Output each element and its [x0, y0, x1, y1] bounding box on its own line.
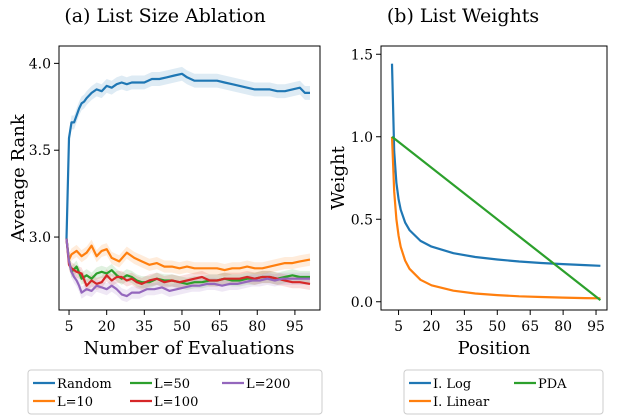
chart-b-x-tick-label: 50	[488, 319, 506, 335]
chart-b-x-tick-label: 20	[423, 319, 441, 335]
chart-a: (a) List Size Ablation 5 20 35 50 65 80 95 3.0…	[8, 5, 323, 415]
chart-b-y-tick-label: 0.0	[351, 295, 373, 311]
chart-b-legend-box	[403, 369, 604, 415]
chart-a-legend: Random L=10 L=50 L=100 L=200	[27, 369, 323, 415]
chart-b-ylabel: Weight	[328, 145, 349, 210]
chart-b-x-tick-label: 95	[587, 319, 605, 335]
chart-a-legend-label: L=10	[57, 395, 93, 410]
chart-a-x-tick-label: 35	[135, 319, 153, 335]
chart-a-line-l-10	[65, 238, 311, 272]
chart-a-ylabel: Average Rank	[8, 113, 29, 243]
chart-b-xlabel: Position	[458, 338, 531, 359]
chart-b-y-tick-label: 1.0	[351, 130, 373, 146]
chart-b-legend-item-pda: PDA	[514, 377, 567, 392]
chart-b-legend-item-i-log: I. Log	[409, 377, 471, 392]
chart-b-legend-label: I. Linear	[433, 395, 490, 410]
chart-a-x-tick-label: 50	[173, 319, 191, 335]
chart-a-lines	[65, 72, 311, 298]
chart-b-x-tick-label: 5	[394, 319, 403, 335]
chart-b-title: (b) List Weights	[387, 5, 539, 27]
chart-a-legend-item-l-200: L=200	[222, 377, 290, 392]
chart-a-y-tick-label: 4.0	[29, 56, 51, 72]
chart-b-legend-label: I. Log	[433, 377, 471, 392]
chart-a-x-tick-label: 80	[248, 319, 266, 335]
chart-b-lines	[390, 63, 602, 301]
chart-a-legend-label: L=100	[154, 395, 198, 410]
chart-a-legend-label: Random	[57, 377, 112, 392]
chart-b-y-tick-label: 0.5	[351, 212, 373, 228]
chart-b-line-pda	[391, 135, 602, 301]
chart-a-legend-box	[27, 369, 323, 415]
chart-b-y-tick-label: 1.5	[351, 47, 373, 63]
chart-b-frame	[380, 45, 608, 311]
chart-a-line-l-200	[65, 238, 310, 298]
chart-a-legend-label: L=200	[246, 377, 290, 392]
chart-a-band-random	[66, 66, 310, 246]
chart-a-xlabel: Number of Evaluations	[84, 338, 295, 359]
chart-a-frame	[58, 45, 321, 311]
chart-a-legend-label: L=50	[154, 377, 190, 392]
chart-a-line-random	[65, 72, 310, 239]
chart-a-x-tick-label: 20	[98, 319, 116, 335]
chart-a-y-tick-label: 3.0	[29, 230, 51, 246]
chart-a-legend-item-l-50: L=50	[130, 377, 190, 392]
chart-b-legend-label: PDA	[538, 377, 567, 392]
chart-a-line-l-100	[65, 238, 311, 287]
chart-a-x-tick-label: 65	[211, 319, 229, 335]
chart-a-legend-item-l-100: L=100	[130, 395, 198, 410]
chart-b-x-tick-label: 65	[521, 319, 539, 335]
chart-b-x-tick-label: 80	[554, 319, 572, 335]
chart-a-x-ticks: 5 20 35 50 65 80 95	[65, 310, 304, 335]
chart-b-y-ticks: 0.0 0.5 1.0 1.5	[351, 47, 381, 311]
chart-a-legend-item-l-10: L=10	[33, 395, 93, 410]
chart-a-y-ticks: 3.0 3.5 4.0	[29, 56, 59, 246]
chart-b-legend-item-i-linear: I. Linear	[409, 395, 490, 410]
chart-a-band-l-10	[66, 232, 310, 277]
chart-b-line-i-linear	[390, 136, 601, 300]
chart-a-y-tick-label: 3.5	[29, 143, 51, 159]
chart-a-x-tick-label: 95	[286, 319, 304, 335]
chart-b-legend: I. Log I. Linear PDA	[403, 369, 604, 415]
chart-b-x-tick-label: 35	[455, 319, 473, 335]
chart-a-title: (a) List Size Ablation	[64, 5, 265, 27]
chart-b: (b) List Weights 5 20 35 50 65 80 95 0.0 0.5 1.0…	[328, 5, 608, 415]
chart-a-x-tick-label: 5	[65, 319, 74, 335]
chart-a-band-l-200	[66, 232, 310, 303]
chart-b-line-i-log	[390, 63, 601, 267]
chart-a-legend-item-random: Random	[33, 377, 112, 392]
chart-b-x-ticks: 5 20 35 50 65 80 95	[394, 310, 605, 335]
